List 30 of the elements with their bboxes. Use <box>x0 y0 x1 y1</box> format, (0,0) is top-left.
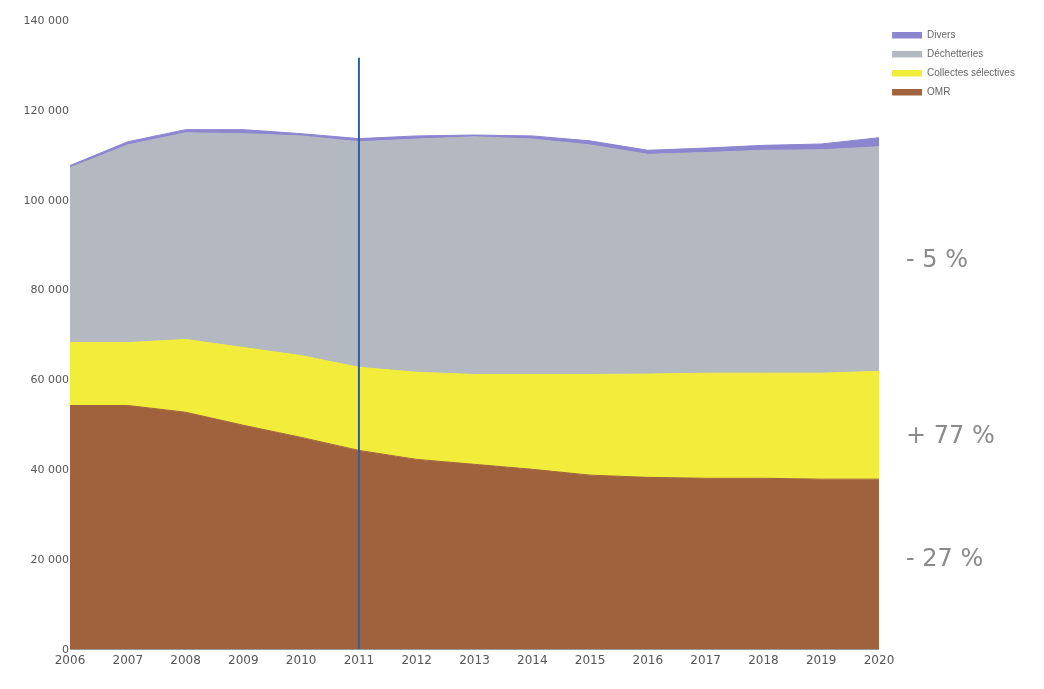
x-tick-label: 2007 <box>112 653 144 668</box>
x-tick-label: 2016 <box>632 653 664 668</box>
legend-label: Déchetteries <box>927 48 984 60</box>
x-tick-label: 2017 <box>690 653 721 668</box>
x-tick-label: 2015 <box>574 653 606 668</box>
x-tick-label: 2018 <box>748 653 779 668</box>
x-tick-label: 2008 <box>170 653 201 668</box>
x-tick-label: 2006 <box>54 653 86 668</box>
y-tick-label: 20 000 <box>30 552 69 566</box>
x-tick-label: 2009 <box>228 653 259 668</box>
y-tick-label: 60 000 <box>30 373 69 387</box>
legend-label: OMR <box>927 86 951 98</box>
text: + 77 % <box>906 421 995 449</box>
y-tick-label: 80 000 <box>30 283 69 297</box>
legend-label: Divers <box>927 29 956 41</box>
y-tick-label: 40 000 <box>30 463 69 477</box>
y-tick-label: 120 000 <box>23 103 69 117</box>
x-tick-label: 2010 <box>285 653 317 668</box>
x-tick-label: 2011 <box>343 653 375 668</box>
y-tick-label: 0 <box>62 642 69 656</box>
y-tick-label: 100 000 <box>23 193 69 207</box>
x-tick-label: 2013 <box>459 653 490 668</box>
y-tick-label: 140 000 <box>23 13 69 27</box>
text: - 5 % <box>906 245 968 273</box>
text: - 27 % <box>906 544 984 572</box>
legend-label: Collectes sélectives <box>927 67 1015 79</box>
x-tick-label: 2020 <box>863 653 895 668</box>
x-tick-label: 2019 <box>805 653 837 668</box>
x-tick-label: 2014 <box>517 653 548 668</box>
x-tick-label: 2012 <box>401 653 432 668</box>
